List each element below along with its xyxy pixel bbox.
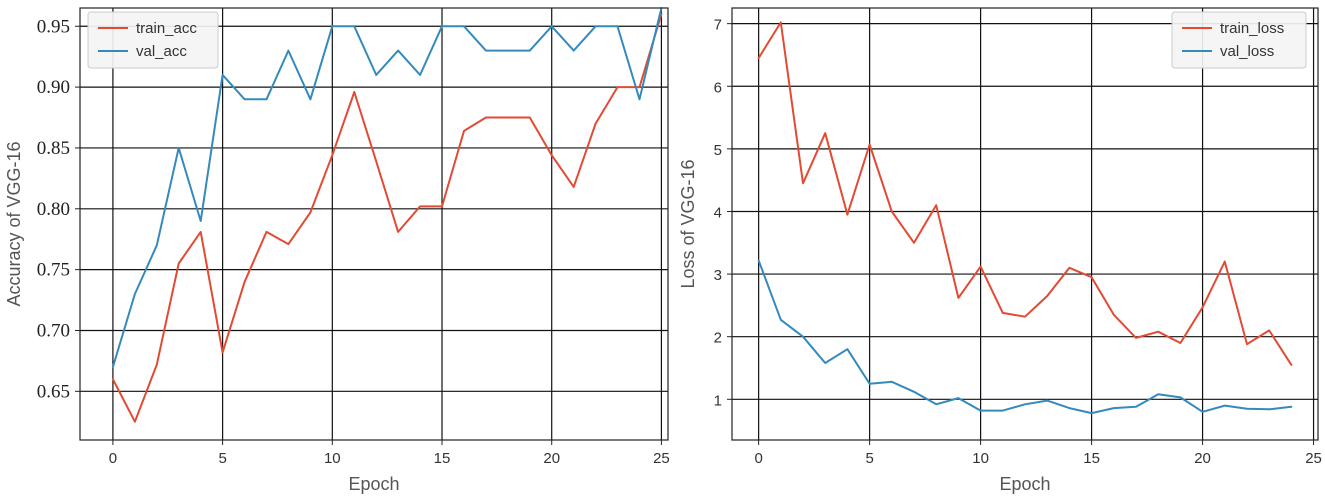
series-line-val-loss: [757, 259, 1293, 415]
y-tick-label: 0.65: [37, 381, 70, 402]
x-axis-label: Epoch: [999, 474, 1050, 494]
y-tick-label: 0.75: [37, 260, 70, 281]
y-tick-label: 5: [714, 142, 722, 159]
accuracy-chart: 0 5 10 15 20 25 0.65 0.70 0.75 0.80 0.85 0.90 0.95 Ep…: [4, 7, 670, 494]
x-tick-label: 0: [754, 450, 762, 467]
plot-area: [80, 8, 668, 440]
y-axis-label: Loss of VGG-16: [678, 159, 698, 288]
y-tick-label: 3: [714, 267, 722, 284]
plot-area: [732, 8, 1318, 440]
x-tick-label: 5: [218, 450, 226, 467]
x-axis-label: Epoch: [348, 474, 399, 494]
y-tick-label: 0.80: [37, 199, 70, 220]
y-axis-label: Accuracy of VGG-16: [4, 141, 24, 306]
loss-chart: 0 5 10 15 20 25 1 2 3 4 5 6 7 Epoch Loss of VGG-16 trai…: [678, 7, 1322, 494]
x-tick-label: 0: [109, 450, 117, 467]
x-tick-label: 25: [1305, 450, 1322, 467]
x-tick-label: 5: [865, 450, 873, 467]
y-tick-label: 7: [714, 17, 722, 34]
series-line-val-acc: [111, 7, 663, 368]
legend-label-val-loss: val_loss: [1220, 43, 1274, 60]
x-tick-label: 10: [972, 450, 989, 467]
y-tick-label: 0.85: [37, 138, 70, 159]
x-tick-label: 10: [324, 450, 341, 467]
axes-frame: [731, 7, 1319, 441]
x-tick-label: 20: [1194, 450, 1211, 467]
series-line-train-acc: [111, 13, 663, 423]
series-line-train-loss: [757, 21, 1293, 366]
legend-box: [87, 11, 219, 69]
y-tick-label: 4: [714, 204, 722, 221]
y-tick-label: 6: [714, 79, 722, 96]
x-tick-label: 20: [543, 450, 560, 467]
x-tick-label: 15: [1083, 450, 1100, 467]
x-tick-label: 15: [434, 450, 451, 467]
legend: train_loss val_loss: [1171, 11, 1307, 69]
y-tick-label: 2: [714, 330, 722, 347]
legend-label-train-acc: train_acc: [136, 20, 197, 37]
y-tick-label: 0.95: [37, 16, 70, 37]
legend: train_acc val_acc: [87, 11, 219, 69]
y-tick-label: 1: [714, 392, 722, 409]
legend-box: [1171, 11, 1307, 69]
axes-frame: [79, 7, 669, 441]
y-tick-label: 0.70: [37, 320, 70, 341]
legend-label-val-acc: val_acc: [136, 43, 187, 60]
x-tick-label: 25: [653, 450, 670, 467]
y-tick-label: 0.90: [37, 77, 70, 98]
legend-label-train-loss: train_loss: [1220, 20, 1284, 37]
